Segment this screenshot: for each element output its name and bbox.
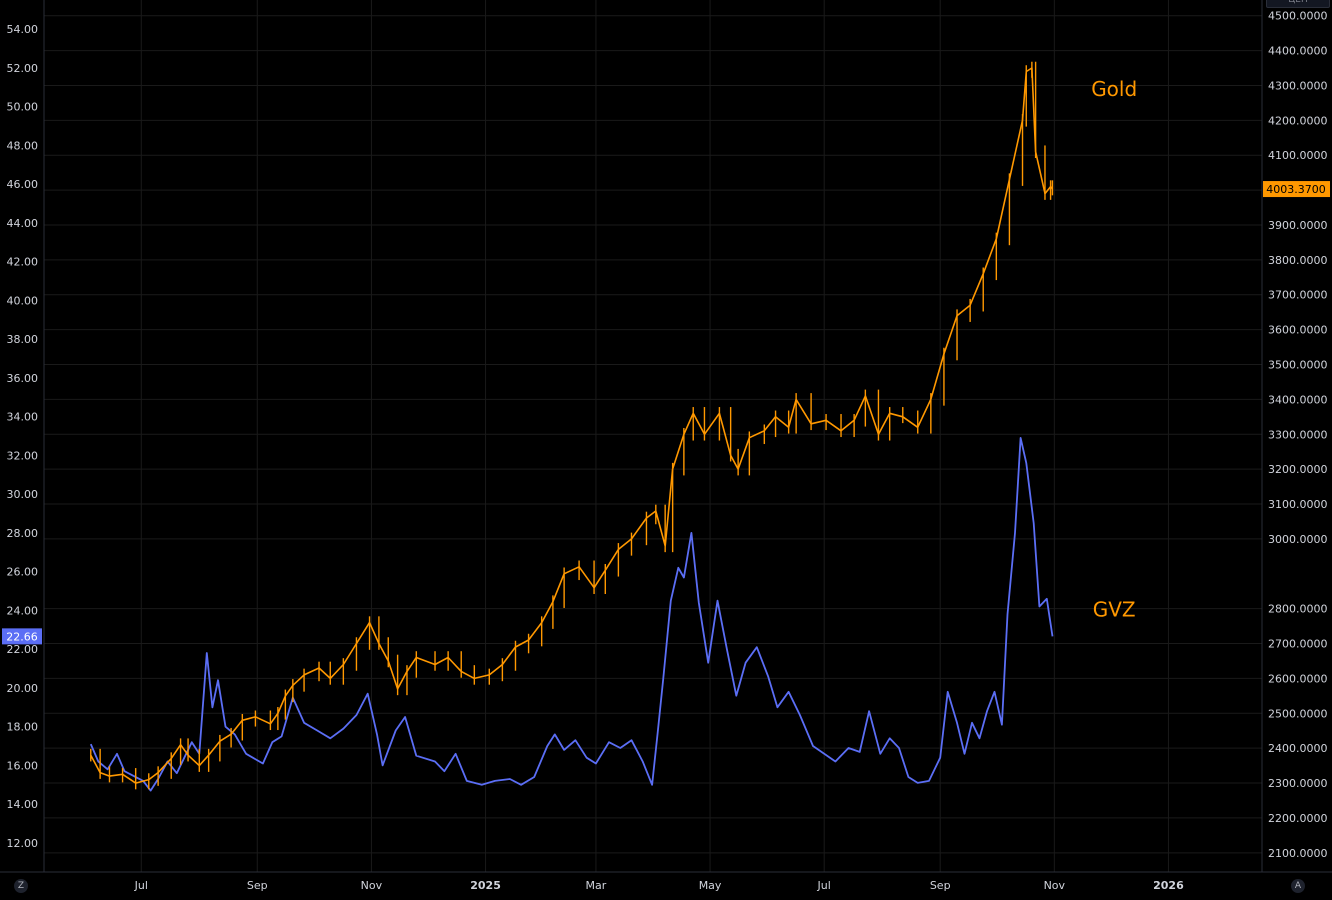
left-axis-tick-label: 16.00 bbox=[7, 759, 39, 772]
left-axis-tick-label: 44.00 bbox=[7, 217, 39, 230]
left-axis-tick-label: 14.00 bbox=[7, 798, 39, 811]
price-scale-mode-button[interactable]: ЦЕН bbox=[1266, 0, 1330, 8]
left-axis-tick-label: 52.00 bbox=[7, 62, 39, 75]
left-axis-tick-label: 50.00 bbox=[7, 101, 39, 114]
right-axis-tick-label: 2500.0000 bbox=[1268, 707, 1328, 720]
right-axis-tick-label: 2100.0000 bbox=[1268, 847, 1328, 860]
right-axis-tick-label: 3700.0000 bbox=[1268, 289, 1328, 302]
right-axis-tick-label: 3300.0000 bbox=[1268, 428, 1328, 441]
auto-scale-button[interactable]: A bbox=[1291, 879, 1305, 893]
x-axis-tick-label: May bbox=[699, 879, 722, 892]
left-axis-tick-label: 42.00 bbox=[7, 256, 39, 269]
right-axis-tick-label: 4300.0000 bbox=[1268, 79, 1328, 92]
annotations: Gold GVZ bbox=[1091, 77, 1137, 622]
right-axis-tick-label: 2400.0000 bbox=[1268, 742, 1328, 755]
x-axis-tick-label: Nov bbox=[361, 879, 383, 892]
left-axis-tick-label: 46.00 bbox=[7, 178, 39, 191]
axes bbox=[0, 0, 1332, 873]
right-axis-tick-label: 3900.0000 bbox=[1268, 219, 1328, 232]
left-axis-tick-label: 36.00 bbox=[7, 372, 39, 385]
left-axis-tick-label: 18.00 bbox=[7, 721, 39, 734]
right-axis-tick-label: 4200.0000 bbox=[1268, 114, 1328, 127]
right-axis-tick-label: 3600.0000 bbox=[1268, 324, 1328, 337]
right-axis-tick-label: 4100.0000 bbox=[1268, 149, 1328, 162]
x-axis-tick-label: Jul bbox=[817, 879, 831, 892]
x-axis-tick-label: Jul bbox=[134, 879, 148, 892]
gold-line bbox=[90, 67, 1054, 784]
x-axis-tick-label: Nov bbox=[1044, 879, 1066, 892]
gvz-last-value-label: 22.66 bbox=[6, 630, 38, 643]
gvz-last-value-box bbox=[2, 628, 42, 645]
right-axis-tick-label: 3100.0000 bbox=[1268, 498, 1328, 511]
left-axis-tick-label: 32.00 bbox=[7, 449, 39, 462]
gvz-line bbox=[89, 436, 1054, 792]
left-axis-tick-label: 34.00 bbox=[7, 411, 39, 424]
right-axis-tick-label: 2700.0000 bbox=[1268, 638, 1328, 651]
right-axis-tick-label: 3500.0000 bbox=[1268, 358, 1328, 371]
grid bbox=[44, 0, 1262, 872]
x-axis-tick-label: Sep bbox=[930, 879, 951, 892]
left-axis-tick-label: 30.00 bbox=[7, 488, 39, 501]
left-axis-tick-label: 28.00 bbox=[7, 527, 39, 540]
x-axis-ticks: Jul Sep Nov 2025 Mar May Jul Sep Nov 2026 bbox=[134, 879, 1184, 892]
right-axis-ticks: 2100.0000 2200.0000 2300.0000 2400.0000 2500… bbox=[1268, 10, 1328, 860]
left-axis-tick-label: 38.00 bbox=[7, 333, 39, 346]
right-axis-tick-label: 3800.0000 bbox=[1268, 254, 1328, 267]
right-axis-tick-label: 4500.0000 bbox=[1268, 10, 1328, 23]
left-corner-button[interactable]: Z bbox=[14, 879, 28, 893]
left-axis-tick-label: 24.00 bbox=[7, 604, 39, 617]
left-axis-tick-label: 20.00 bbox=[7, 682, 39, 695]
right-axis-tick-label: 2800.0000 bbox=[1268, 603, 1328, 616]
gold-series bbox=[90, 61, 1054, 790]
right-axis-tick-label: 2300.0000 bbox=[1268, 777, 1328, 790]
right-axis-tick-label: 3400.0000 bbox=[1268, 393, 1328, 406]
last-value-labels: 4003.3700 22.66 bbox=[2, 181, 1330, 645]
left-axis-tick-label: 54.00 bbox=[7, 23, 39, 36]
right-axis-tick-label: 2200.0000 bbox=[1268, 812, 1328, 825]
left-axis-tick-label: 22.00 bbox=[7, 643, 39, 656]
left-axis-tick-label: 12.00 bbox=[7, 837, 39, 850]
x-axis-tick-label: 2025 bbox=[470, 879, 501, 892]
gold-last-value-box bbox=[1263, 181, 1330, 198]
left-axis-tick-label: 48.00 bbox=[7, 139, 39, 152]
right-axis-tick-label: 4400.0000 bbox=[1268, 45, 1328, 58]
x-axis-tick-label: 2026 bbox=[1153, 879, 1184, 892]
left-axis-tick-label: 40.00 bbox=[7, 294, 39, 307]
left-axis-tick-label: 26.00 bbox=[7, 566, 39, 579]
x-axis-tick-label: Sep bbox=[247, 879, 268, 892]
left-axis-ticks: 12.00 14.00 16.00 18.00 20.00 22.00 24.00 26.00… bbox=[7, 23, 39, 850]
right-axis-tick-label: 3200.0000 bbox=[1268, 463, 1328, 476]
x-axis-tick-label: Mar bbox=[586, 879, 607, 892]
right-axis-tick-label: 2600.0000 bbox=[1268, 672, 1328, 685]
annotation-gvz: GVZ bbox=[1093, 598, 1136, 622]
gold-last-value-label: 4003.3700 bbox=[1266, 183, 1326, 196]
annotation-gold: Gold bbox=[1091, 77, 1137, 101]
gvz-series bbox=[89, 436, 1054, 792]
right-axis-tick-label: 3000.0000 bbox=[1268, 533, 1328, 546]
